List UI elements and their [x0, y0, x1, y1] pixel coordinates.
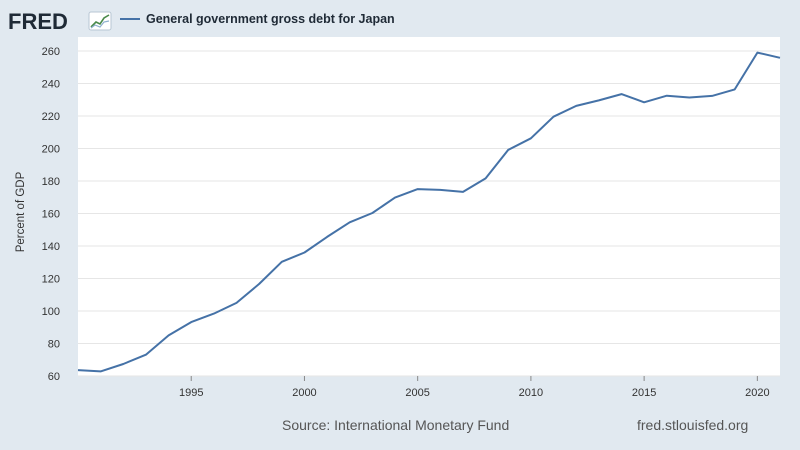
data-point[interactable]	[120, 361, 126, 367]
x-tick-label: 1995	[179, 387, 203, 399]
plot-area	[78, 37, 780, 376]
y-tick-label: 220	[42, 111, 60, 123]
data-point[interactable]	[686, 94, 692, 100]
y-axis-ticks: 60 80 100 120 140 160 180 200 220 240 260	[42, 46, 60, 383]
y-tick-label: 200	[42, 144, 60, 156]
y-tick-label: 80	[48, 339, 60, 351]
data-point[interactable]	[754, 50, 760, 56]
y-tick-label: 180	[42, 176, 60, 188]
data-point[interactable]	[777, 55, 783, 61]
y-tick-label: 260	[42, 46, 60, 58]
series-line[interactable]	[77, 51, 781, 373]
source-text: Source: International Monetary Fund	[282, 417, 509, 433]
data-point[interactable]	[483, 175, 489, 181]
data-point[interactable]	[234, 300, 240, 306]
data-point[interactable]	[709, 93, 715, 99]
data-point[interactable]	[301, 250, 307, 256]
y-tick-label: 100	[42, 306, 60, 318]
x-tick-label: 2020	[745, 387, 769, 399]
data-point[interactable]	[369, 210, 375, 216]
data-point[interactable]	[256, 281, 262, 287]
legend-label[interactable]: General government gross debt for Japan	[146, 12, 395, 26]
data-point[interactable]	[732, 86, 738, 92]
data-point[interactable]	[143, 352, 149, 358]
data-point[interactable]	[347, 219, 353, 225]
x-tick-label: 2000	[292, 387, 316, 399]
site-link[interactable]: fred.stlouisfed.org	[637, 417, 748, 433]
data-point[interactable]	[415, 186, 421, 192]
x-tick-label: 2005	[405, 387, 429, 399]
data-point[interactable]	[551, 114, 557, 120]
fred-logo[interactable]: FRED	[8, 9, 68, 34]
gridlines	[78, 50, 780, 377]
data-point[interactable]	[211, 311, 217, 317]
y-tick-label: 60	[48, 371, 60, 383]
y-tick-label: 140	[42, 241, 60, 253]
data-point[interactable]	[664, 93, 670, 99]
data-point[interactable]	[324, 234, 330, 240]
data-point[interactable]	[641, 99, 647, 105]
y-tick-label: 120	[42, 274, 60, 286]
data-point[interactable]	[528, 135, 534, 141]
data-point[interactable]	[279, 259, 285, 265]
y-tick-label: 240	[42, 79, 60, 91]
x-tick-label: 2010	[519, 387, 543, 399]
y-axis-label: Percent of GDP	[15, 171, 27, 252]
data-point[interactable]	[596, 97, 602, 103]
x-axis-ticks: 1995 2000 2005 2010 2015 2020	[179, 376, 770, 399]
data-point[interactable]	[460, 189, 466, 195]
fred-chart-icon	[88, 11, 112, 31]
data-point[interactable]	[166, 332, 172, 338]
data-point[interactable]	[392, 195, 398, 201]
y-tick-label: 160	[42, 209, 60, 221]
data-point[interactable]	[188, 319, 194, 325]
data-point[interactable]	[505, 147, 511, 153]
data-point[interactable]	[75, 367, 81, 373]
header: FRED General government gross debt for J…	[8, 9, 395, 34]
data-point[interactable]	[98, 368, 104, 374]
series-layer	[75, 50, 783, 374]
data-point[interactable]	[437, 187, 443, 193]
data-point[interactable]	[573, 103, 579, 109]
x-tick-label: 2015	[632, 387, 656, 399]
data-point[interactable]	[618, 91, 624, 97]
